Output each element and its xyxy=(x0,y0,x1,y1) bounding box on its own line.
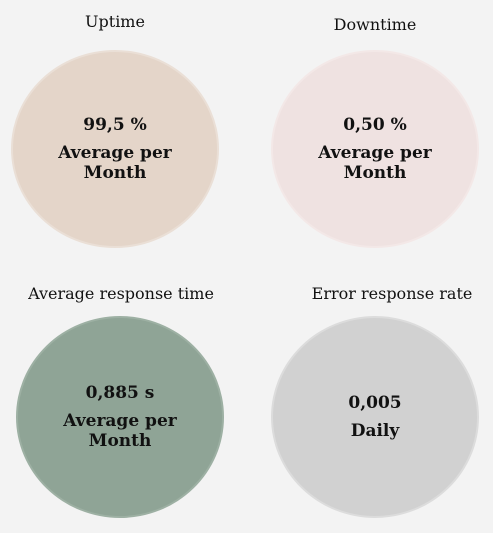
average-response-time-metric-circle: 0,885 s Average per Month xyxy=(16,316,224,518)
uptime-title: Uptime xyxy=(85,12,145,31)
error-response-rate-caption: Daily xyxy=(350,421,400,441)
error-response-rate-metric-circle: 0,005 Daily xyxy=(271,316,479,518)
error-response-rate-title: Error response rate xyxy=(311,284,473,303)
uptime-caption: Average per Month xyxy=(58,143,172,183)
uptime-metric-circle: 99,5 % Average per Month xyxy=(11,50,219,248)
average-response-time-caption: Average per Month xyxy=(63,411,177,451)
average-response-time-value: 0,885 s xyxy=(85,383,155,403)
average-response-time-title: Average response time xyxy=(28,284,214,303)
uptime-value: 99,5 % xyxy=(83,115,147,135)
error-response-rate-value: 0,005 xyxy=(348,393,402,413)
downtime-metric-circle: 0,50 % Average per Month xyxy=(271,50,479,248)
downtime-value: 0,50 % xyxy=(343,115,407,135)
downtime-caption: Average per Month xyxy=(318,143,432,183)
downtime-title: Downtime xyxy=(333,15,417,34)
